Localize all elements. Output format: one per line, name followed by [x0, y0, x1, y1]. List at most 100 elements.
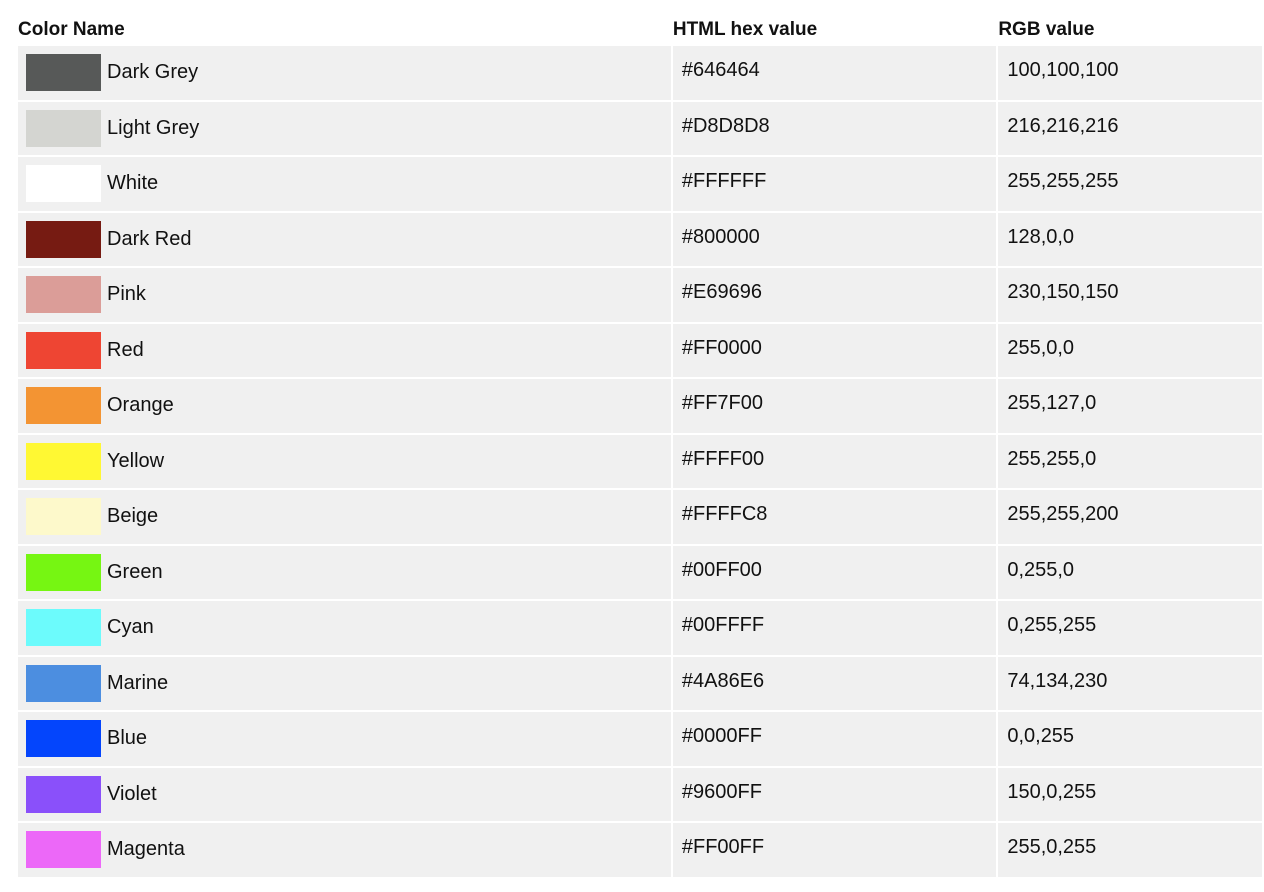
- color-table: Color Name HTML hex value RGB value Dark…: [16, 12, 1264, 879]
- color-swatch: [26, 720, 101, 758]
- table-row: Blue #0000FF 0,0,255: [18, 712, 1262, 766]
- color-swatch: [26, 664, 101, 702]
- color-name-cell: White: [18, 157, 671, 211]
- table-row: Cyan #00FFFF 0,255,255: [18, 601, 1262, 655]
- hex-cell: #0000FF: [672, 712, 997, 766]
- color-name-cell: Orange: [18, 379, 671, 433]
- hex-value: #E69696: [681, 281, 762, 304]
- color-name: Orange: [107, 394, 174, 417]
- color-swatch: [26, 553, 101, 591]
- rgb-value: 255,255,200: [1007, 503, 1119, 526]
- rgb-value: 150,0,255: [1007, 780, 1097, 803]
- color-name-cell: Marine: [18, 656, 671, 710]
- rgb-value: 0,255,0: [1007, 558, 1075, 581]
- hex-cell: #D8D8D8: [672, 101, 997, 155]
- table-row: Violet #9600FF 150,0,255: [18, 767, 1262, 821]
- rgb-value: 255,255,0: [1007, 447, 1097, 470]
- color-name-cell: Cyan: [18, 601, 671, 655]
- color-name: Dark Red: [107, 227, 192, 250]
- hex-cell: #800000: [672, 212, 997, 266]
- table-row: White #FFFFFF 255,255,255: [18, 157, 1262, 211]
- rgb-cell: 255,255,200: [998, 490, 1262, 544]
- hex-value: #9600FF: [681, 780, 762, 803]
- color-swatch: [26, 442, 101, 480]
- hex-value: #FFFFFF: [681, 170, 767, 193]
- rgb-cell: 0,0,255: [998, 712, 1262, 766]
- rgb-cell: 216,216,216: [998, 101, 1262, 155]
- color-name-cell: Green: [18, 545, 671, 599]
- color-name-cell: Dark Red: [18, 212, 671, 266]
- hex-cell: #FF7F00: [672, 379, 997, 433]
- color-name: Magenta: [107, 838, 185, 861]
- hex-cell: #00FFFF: [672, 601, 997, 655]
- rgb-cell: 100,100,100: [998, 46, 1262, 100]
- color-swatch: [26, 387, 101, 425]
- rgb-value: 0,0,255: [1007, 725, 1075, 748]
- rgb-cell: 255,255,255: [998, 157, 1262, 211]
- color-name-cell: Magenta: [18, 823, 671, 877]
- color-swatch: [26, 775, 101, 813]
- table-row: Marine #4A86E6 74,134,230: [18, 656, 1262, 710]
- rgb-cell: 74,134,230: [998, 656, 1262, 710]
- table-row: Dark Grey #646464 100,100,100: [18, 46, 1262, 100]
- hex-value: #00FF00: [681, 558, 762, 581]
- color-name: Light Grey: [107, 116, 200, 139]
- color-name-cell: Pink: [18, 268, 671, 322]
- rgb-value: 0,255,255: [1007, 614, 1097, 637]
- color-swatch: [26, 609, 101, 647]
- rgb-value: 216,216,216: [1007, 114, 1119, 137]
- color-name: Pink: [107, 283, 146, 306]
- color-swatch: [26, 276, 101, 314]
- table-row: Beige #FFFFC8 255,255,200: [18, 490, 1262, 544]
- hex-cell: #FFFF00: [672, 434, 997, 488]
- rgb-value: 128,0,0: [1007, 225, 1075, 248]
- rgb-value: 74,134,230: [1007, 669, 1108, 692]
- rgb-value: 230,150,150: [1007, 281, 1119, 304]
- color-name: Dark Grey: [107, 61, 199, 84]
- hex-cell: #FFFFFF: [672, 157, 997, 211]
- hex-cell: #00FF00: [672, 545, 997, 599]
- hex-cell: #E69696: [672, 268, 997, 322]
- table-row: Orange #FF7F00 255,127,0: [18, 379, 1262, 433]
- table-row: Light Grey #D8D8D8 216,216,216: [18, 101, 1262, 155]
- color-name: Yellow: [107, 449, 165, 472]
- color-swatch: [26, 165, 101, 203]
- table-row: Green #00FF00 0,255,0: [18, 545, 1262, 599]
- hex-cell: #4A86E6: [672, 656, 997, 710]
- rgb-cell: 230,150,150: [998, 268, 1262, 322]
- hex-value: #FF00FF: [681, 836, 765, 859]
- color-swatch: [26, 54, 101, 92]
- header-rgb: RGB value: [998, 18, 1095, 40]
- hex-cell: #9600FF: [672, 767, 997, 821]
- hex-value: #D8D8D8: [681, 114, 770, 137]
- hex-value: #646464: [681, 59, 760, 82]
- color-swatch: [26, 831, 101, 869]
- color-name: White: [107, 172, 159, 195]
- hex-cell: #FF00FF: [672, 823, 997, 877]
- hex-value: #FF7F00: [681, 392, 764, 415]
- table-row: Yellow #FFFF00 255,255,0: [18, 434, 1262, 488]
- table-row: Magenta #FF00FF 255,0,255: [18, 823, 1262, 877]
- rgb-cell: 128,0,0: [998, 212, 1262, 266]
- hex-cell: #FFFFC8: [672, 490, 997, 544]
- hex-value: #0000FF: [681, 725, 762, 748]
- hex-value: #FFFFC8: [681, 503, 768, 526]
- hex-cell: #646464: [672, 46, 997, 100]
- header-color-name: Color Name: [18, 18, 125, 40]
- header-hex: HTML hex value: [672, 18, 818, 40]
- table-row: Red #FF0000 255,0,0: [18, 323, 1262, 377]
- color-name: Beige: [107, 505, 159, 528]
- rgb-cell: 150,0,255: [998, 767, 1262, 821]
- color-name: Marine: [107, 671, 169, 694]
- hex-value: #800000: [681, 225, 760, 248]
- rgb-value: 255,0,0: [1007, 336, 1075, 359]
- hex-cell: #FF0000: [672, 323, 997, 377]
- hex-value: #FFFF00: [681, 447, 765, 470]
- color-name: Red: [107, 338, 144, 361]
- color-name-cell: Violet: [18, 767, 671, 821]
- rgb-cell: 255,127,0: [998, 379, 1262, 433]
- color-name-cell: Dark Grey: [18, 46, 671, 100]
- rgb-value: 255,0,255: [1007, 836, 1097, 859]
- hex-value: #4A86E6: [681, 669, 765, 692]
- color-swatch: [26, 498, 101, 536]
